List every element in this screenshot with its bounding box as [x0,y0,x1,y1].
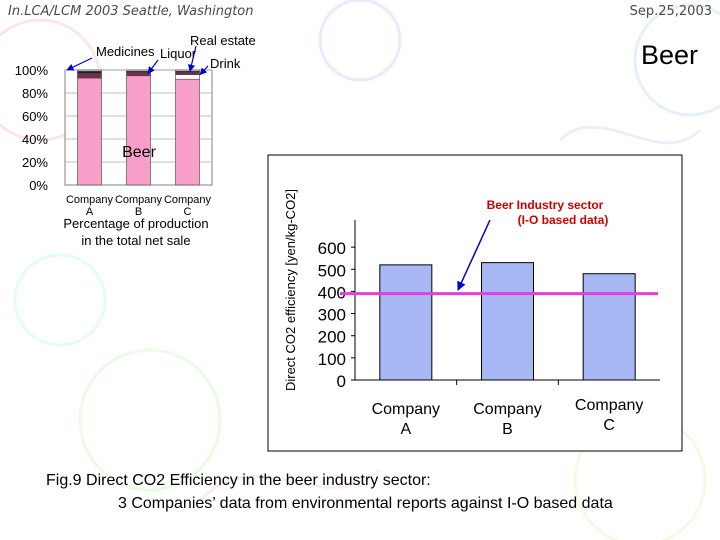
annotation-label: Real estate [190,33,256,48]
y-tick-label: 0% [29,178,48,193]
decor-circle [13,253,107,347]
efficiency-bar [582,273,636,381]
y-tick-label: 60% [22,109,48,124]
annotation-label: Liquor [160,46,197,61]
annotation-arrow [66,57,93,71]
y-tick-label: 100% [15,63,49,78]
y-tick-label: 300 [318,306,346,325]
chart1-title: Beer [122,144,156,161]
annotation-label: Medicines [96,44,155,59]
annotation-arrow [188,45,197,72]
caption-line-2: 3 Companies’ data from environmental rep… [118,495,613,512]
y-tick-label: 200 [318,328,346,347]
x-tick-label: Company [115,194,163,206]
slide-title: Beer [640,40,698,70]
decor-circle [78,348,222,492]
annotation-arrow [199,65,209,76]
annotation-label: Drink [210,56,241,71]
y-tick-label: 600 [318,239,346,258]
y-tick-label: 400 [318,283,346,302]
y-tick-label: 80% [22,86,48,101]
decor-circle [633,3,720,117]
x-axis-title-line: Percentage of production [63,216,208,231]
stacked-bar-segment [77,77,102,186]
y-tick-label: 500 [318,261,346,280]
y-tick-label: 100 [318,350,346,369]
x-tick-label: C [603,417,615,434]
decor-circle [318,0,402,82]
x-tick-label: B [135,206,142,218]
x-tick-label: C [184,206,192,218]
x-axis-title-line: in the total net sale [81,233,190,248]
efficiency-bar [481,262,534,381]
x-tick-label: B [502,421,513,438]
header-date: Sep.25,2003 [629,4,712,19]
caption-line-1: Fig.9 Direct CO2 Efficiency in the beer … [46,472,431,489]
stacked-bar-segment [77,69,102,72]
x-tick-label: A [86,206,94,218]
x-tick-label: Company [575,397,643,414]
stacked-bar-segment [175,69,200,72]
y-tick-label: 20% [22,155,48,170]
reference-label-line: Beer Industry sector [487,198,604,212]
stacked-bar-segment [126,75,151,186]
stacked-bar-segment [175,78,200,186]
y-tick-label: 40% [22,132,48,147]
decor-swirl [558,125,702,145]
x-tick-label: Company [66,194,114,206]
x-tick-label: Company [164,194,212,206]
x-tick-label: Company [372,401,440,418]
x-tick-label: A [400,421,411,438]
annotation-arrow [147,59,159,75]
reference-arrow [457,219,491,291]
x-tick-label: Company [473,401,541,418]
header-event: In.LCA/LCM 2003 Seattle, Washington [8,4,254,19]
reference-label-line: (I-O based data) [518,213,609,227]
efficiency-bar [379,264,433,381]
y-axis-title: Direct CO2 efficiency [yen/kg-CO2] [283,189,298,391]
y-tick-label: 0 [337,372,346,391]
decor-swirl [198,468,381,502]
